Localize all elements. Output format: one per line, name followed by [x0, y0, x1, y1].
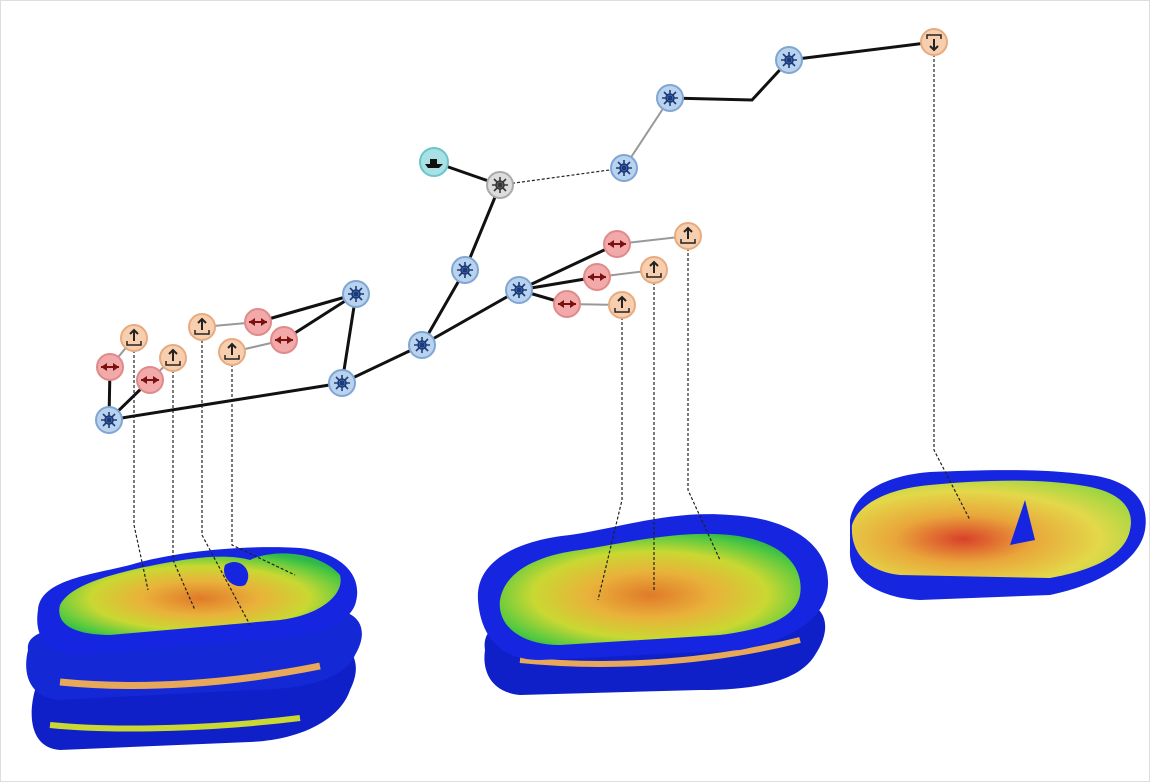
gray-node — [487, 172, 513, 198]
scene — [0, 0, 1150, 782]
ship-node — [420, 148, 448, 176]
